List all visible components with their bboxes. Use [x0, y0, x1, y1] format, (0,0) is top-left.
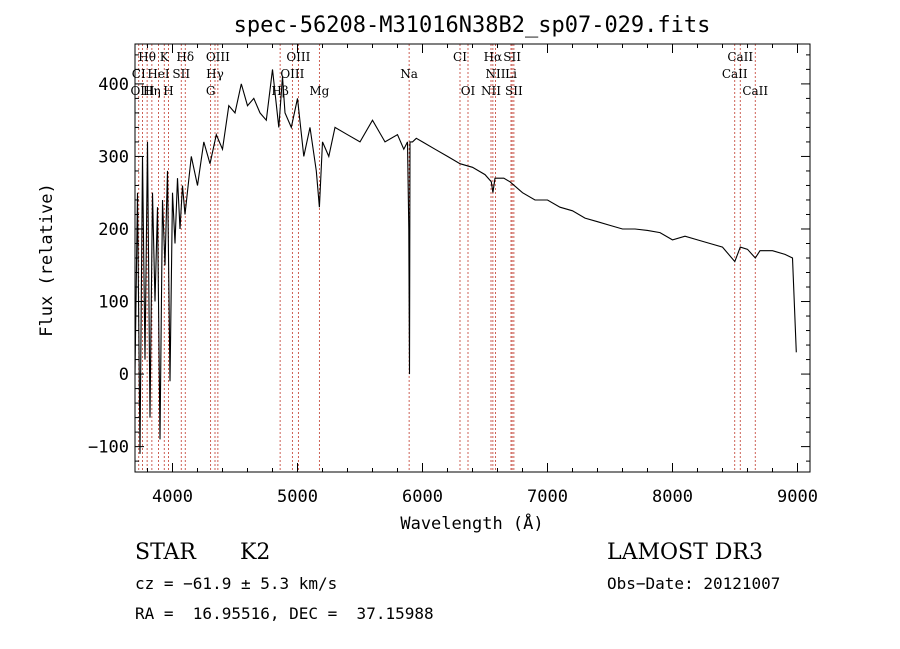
- line-label: CaII: [742, 84, 768, 98]
- line-label: Li: [505, 67, 517, 81]
- line-label: G: [206, 84, 216, 98]
- x-tick-label: 5000: [277, 487, 318, 507]
- chart-title: spec-56208-M31016N38B2_sp07-029.fits: [234, 13, 711, 38]
- line-label: HeI: [147, 67, 170, 81]
- velocity-readout: cz = −61.9 ± 5.3 km/s: [135, 574, 338, 593]
- x-tick-label: 6000: [402, 487, 443, 507]
- line-label: CI: [453, 50, 467, 64]
- line-label: OIII: [206, 50, 230, 64]
- axis-ticks: 4000 5000 6000 7000 8000 9000 −100 0 100 200 300 40…: [88, 44, 818, 507]
- line-label: OIII: [130, 84, 154, 98]
- object-subclass: K2: [240, 540, 271, 565]
- x-tick-label: 7000: [527, 487, 568, 507]
- line-label: CaII: [722, 67, 748, 81]
- line-label: NII: [486, 67, 506, 81]
- line-label: Hθ: [138, 50, 156, 64]
- line-label: Mg: [309, 84, 329, 98]
- line-label: OIII: [280, 67, 304, 81]
- line-label: Hα: [484, 50, 503, 64]
- line-label: Hβ: [271, 84, 288, 98]
- line-label: NII: [481, 84, 501, 98]
- y-tick-label: 200: [98, 220, 129, 240]
- line-label: Hη: [143, 84, 161, 98]
- y-tick-label: 0: [119, 365, 129, 385]
- y-tick-label: 100: [98, 293, 129, 313]
- line-label: SII: [172, 67, 190, 81]
- y-tick-label: 300: [98, 147, 129, 167]
- line-label: Na: [400, 67, 418, 81]
- coordinates: RA = 16.95516, DEC = 37.15988: [135, 604, 434, 623]
- line-label: OI: [461, 84, 476, 98]
- line-label: SII: [503, 50, 521, 64]
- line-label: H: [163, 84, 173, 98]
- line-label: SII: [505, 84, 523, 98]
- line-label: Hγ: [206, 67, 224, 81]
- line-label: CaII: [727, 50, 753, 64]
- object-type: STAR: [135, 540, 196, 565]
- line-label: K: [160, 50, 170, 64]
- spectrum-line: [134, 69, 797, 454]
- obs-date: Obs−Date: 20121007: [607, 574, 781, 593]
- y-tick-label: −100: [88, 438, 129, 458]
- x-axis-label: Wavelength (Å): [400, 512, 543, 534]
- x-tick-label: 8000: [652, 487, 693, 507]
- x-tick-label: 4000: [152, 487, 193, 507]
- y-tick-label: 400: [98, 75, 129, 95]
- x-tick-label: 9000: [777, 487, 818, 507]
- line-label: OIII: [286, 50, 310, 64]
- survey-name: LAMOST DR3: [607, 540, 763, 565]
- y-axis-label: Flux (relative): [37, 183, 57, 337]
- line-label: Hδ: [176, 50, 194, 64]
